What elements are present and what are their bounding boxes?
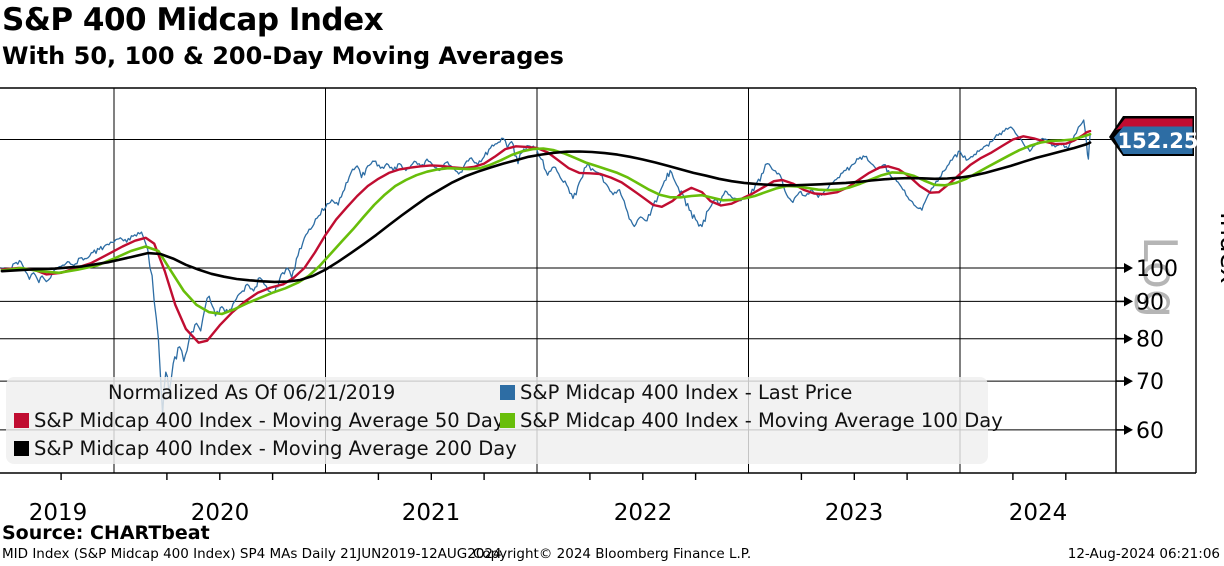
page-subtitle: With 50, 100 & 200-Day Moving Averages [2,42,564,70]
series-last-price [1,119,1091,416]
y-tick-arrow [1124,333,1133,344]
ma100-swatch [500,413,515,428]
year-label-2019: 2019 [29,500,88,526]
legend-item-ma200: S&P Midcap 400 Index - Moving Average 20… [14,437,517,460]
page-title: S&P 400 Midcap Index [2,2,384,38]
y-tick-label-60: 60 [1136,419,1164,444]
x-axis-ticks [60,473,1067,480]
y-tick-arrow [1124,263,1133,273]
last-price-value: 152.25 [1117,129,1198,153]
footer-timestamp: 12-Aug-2024 06:21:06 [1067,546,1220,562]
year-label-2021: 2021 [402,500,461,526]
y-axis-tick-labels: 100 90 80 70 60 [1116,257,1178,444]
y-axis-title: Index [1214,212,1224,284]
ma50-swatch [14,413,29,428]
year-label-2020: 2020 [191,500,250,526]
footer-copyright: Copyright© 2024 Bloomberg Finance L.P. [472,546,752,562]
y-tick-arrow [1124,296,1133,307]
year-label-2023: 2023 [825,500,884,526]
plot-frame [0,87,1197,474]
legend-normalized-note: Normalized As Of 06/21/2019 [108,381,396,404]
series-ma-100 [0,132,1092,316]
log-scale-label: Log [1133,236,1187,318]
legend-item-ma50: S&P Midcap 400 Index - Moving Average 50… [14,409,504,432]
y-tick-label-80: 80 [1136,328,1164,353]
year-label-2024: 2024 [1009,500,1068,526]
last-price-swatch [500,385,515,400]
legend-item-last-price: S&P Midcap 400 Index - Last Price [500,381,852,404]
chart-legend: Normalized As Of 06/21/2019 S&P Midcap 4… [6,377,1003,464]
last-price-marker: 152.25 [1109,116,1199,156]
legend-item-ma100: S&P Midcap 400 Index - Moving Average 10… [500,409,1003,432]
series-ma-50 [0,129,1092,344]
footer-ticker-info: MID Index (S&P Midcap 400 Index) SP4 MAs… [2,546,502,562]
y-tick-label-70: 70 [1136,370,1164,395]
last-price-marker-body [1114,126,1193,154]
x-axis-year-labels: 2019 2020 2021 2022 2023 2024 [29,500,1068,526]
ma200-swatch [14,441,29,456]
year-label-2022: 2022 [614,500,673,526]
y-tick-arrow [1124,376,1133,387]
legend-item-label: S&P Midcap 400 Index - Last Price [520,381,853,404]
legend-item-label: S&P Midcap 400 Index - Moving Average 10… [520,409,1003,432]
y-tick-arrow [1124,424,1133,435]
legend-item-label: S&P Midcap 400 Index - Moving Average 50… [34,409,505,432]
source-line: Source: CHARTbeat [2,522,210,544]
y-tick-label-90: 90 [1136,290,1164,315]
series-ma-200 [0,141,1092,284]
legend-item-label: S&P Midcap 400 Index - Moving Average 20… [34,437,517,460]
series-lines [0,119,1092,416]
y-tick-label-100: 100 [1136,257,1178,282]
